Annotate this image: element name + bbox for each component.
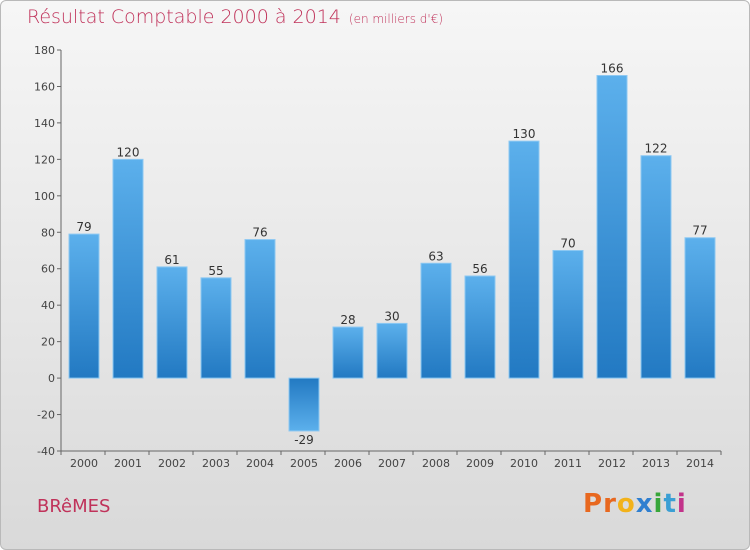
bar-value-label: 55 bbox=[208, 264, 223, 278]
bar bbox=[508, 140, 540, 379]
x-tick-label: 2001 bbox=[114, 457, 142, 470]
logo-letter: i bbox=[676, 489, 687, 519]
bar-value-label: 120 bbox=[117, 145, 140, 159]
bar-value-label: 61 bbox=[164, 253, 179, 267]
bar bbox=[200, 277, 232, 379]
bar bbox=[244, 239, 276, 379]
x-tick-label: 2012 bbox=[598, 457, 626, 470]
x-tick-label: 2010 bbox=[510, 457, 538, 470]
bar-value-label: 30 bbox=[384, 309, 399, 323]
bar-value-label: 28 bbox=[340, 313, 355, 327]
chart-title: Résultat Comptable 2000 à 2014 (en millie… bbox=[27, 6, 443, 28]
logo-letter: P bbox=[583, 489, 604, 519]
y-tick-label: 80 bbox=[41, 226, 55, 239]
chart-bars bbox=[68, 75, 716, 432]
logo-letter: r bbox=[603, 489, 617, 519]
bar-value-label: 130 bbox=[513, 127, 536, 141]
bar bbox=[68, 233, 100, 379]
bar bbox=[640, 155, 672, 379]
chart-axes: -40 -20 0 20 40 60 80 100 120 140 160 180 2000 2001 20… bbox=[34, 44, 722, 470]
x-tick-label: 2002 bbox=[158, 457, 186, 470]
logo-letter: x bbox=[635, 489, 654, 519]
y-tick-label: -40 bbox=[37, 445, 55, 458]
y-tick-label: 160 bbox=[34, 80, 55, 93]
x-tick-label: 2006 bbox=[334, 457, 362, 470]
x-tick-label: 2004 bbox=[246, 457, 274, 470]
bar-value-label: -29 bbox=[294, 433, 314, 447]
bar-value-label: 122 bbox=[645, 142, 668, 156]
bar bbox=[552, 250, 584, 379]
bar bbox=[112, 158, 144, 379]
y-tick-label: 40 bbox=[41, 299, 55, 312]
bar-value-label: 63 bbox=[428, 249, 443, 263]
logo-letter: o bbox=[616, 489, 636, 519]
chart-unit-note: (en milliers d'€) bbox=[348, 12, 444, 26]
bar bbox=[288, 377, 320, 432]
x-tick-label: 2005 bbox=[290, 457, 318, 470]
x-tick-label: 2014 bbox=[686, 457, 714, 470]
bar-value-label: 79 bbox=[76, 220, 91, 234]
bar bbox=[376, 322, 408, 379]
y-tick-label: 120 bbox=[34, 153, 55, 166]
y-tick-label: 0 bbox=[48, 372, 55, 385]
bar bbox=[420, 262, 452, 379]
logo-letter: i bbox=[653, 489, 664, 519]
bar-value-label: 56 bbox=[472, 262, 487, 276]
x-tick-label: 2000 bbox=[70, 457, 98, 470]
y-tick-label: 140 bbox=[34, 117, 55, 130]
x-tick-label: 2011 bbox=[554, 457, 582, 470]
y-tick-label: 60 bbox=[41, 263, 55, 276]
bar-value-label: 76 bbox=[252, 226, 267, 240]
bar-value-label: 70 bbox=[560, 237, 575, 251]
logo-letter: t bbox=[663, 489, 677, 519]
x-tick-label: 2013 bbox=[642, 457, 670, 470]
bar bbox=[464, 275, 496, 379]
y-tick-label: -20 bbox=[37, 409, 55, 422]
place-name: BRêMES bbox=[37, 496, 111, 517]
bar-value-label: 166 bbox=[601, 62, 624, 76]
x-tick-label: 2003 bbox=[202, 457, 230, 470]
chart-title-text: Résultat Comptable 2000 à 2014 bbox=[27, 6, 341, 28]
x-tick-label: 2008 bbox=[422, 457, 450, 470]
bar-value-label: 77 bbox=[692, 224, 707, 238]
x-tick-label: 2007 bbox=[378, 457, 406, 470]
bar bbox=[684, 237, 716, 379]
bar bbox=[332, 326, 364, 379]
y-tick-label: 100 bbox=[34, 190, 55, 203]
y-tick-label: 180 bbox=[34, 44, 55, 57]
x-tick-label: 2009 bbox=[466, 457, 494, 470]
bar bbox=[596, 75, 628, 379]
proxiti-logo: Proxiti bbox=[583, 489, 687, 519]
chart-data-labels: 79 120 61 55 76 -29 28 30 63 56 130 70 166 122 77 bbox=[76, 62, 707, 447]
bar bbox=[156, 266, 188, 379]
y-tick-label: 20 bbox=[41, 336, 55, 349]
